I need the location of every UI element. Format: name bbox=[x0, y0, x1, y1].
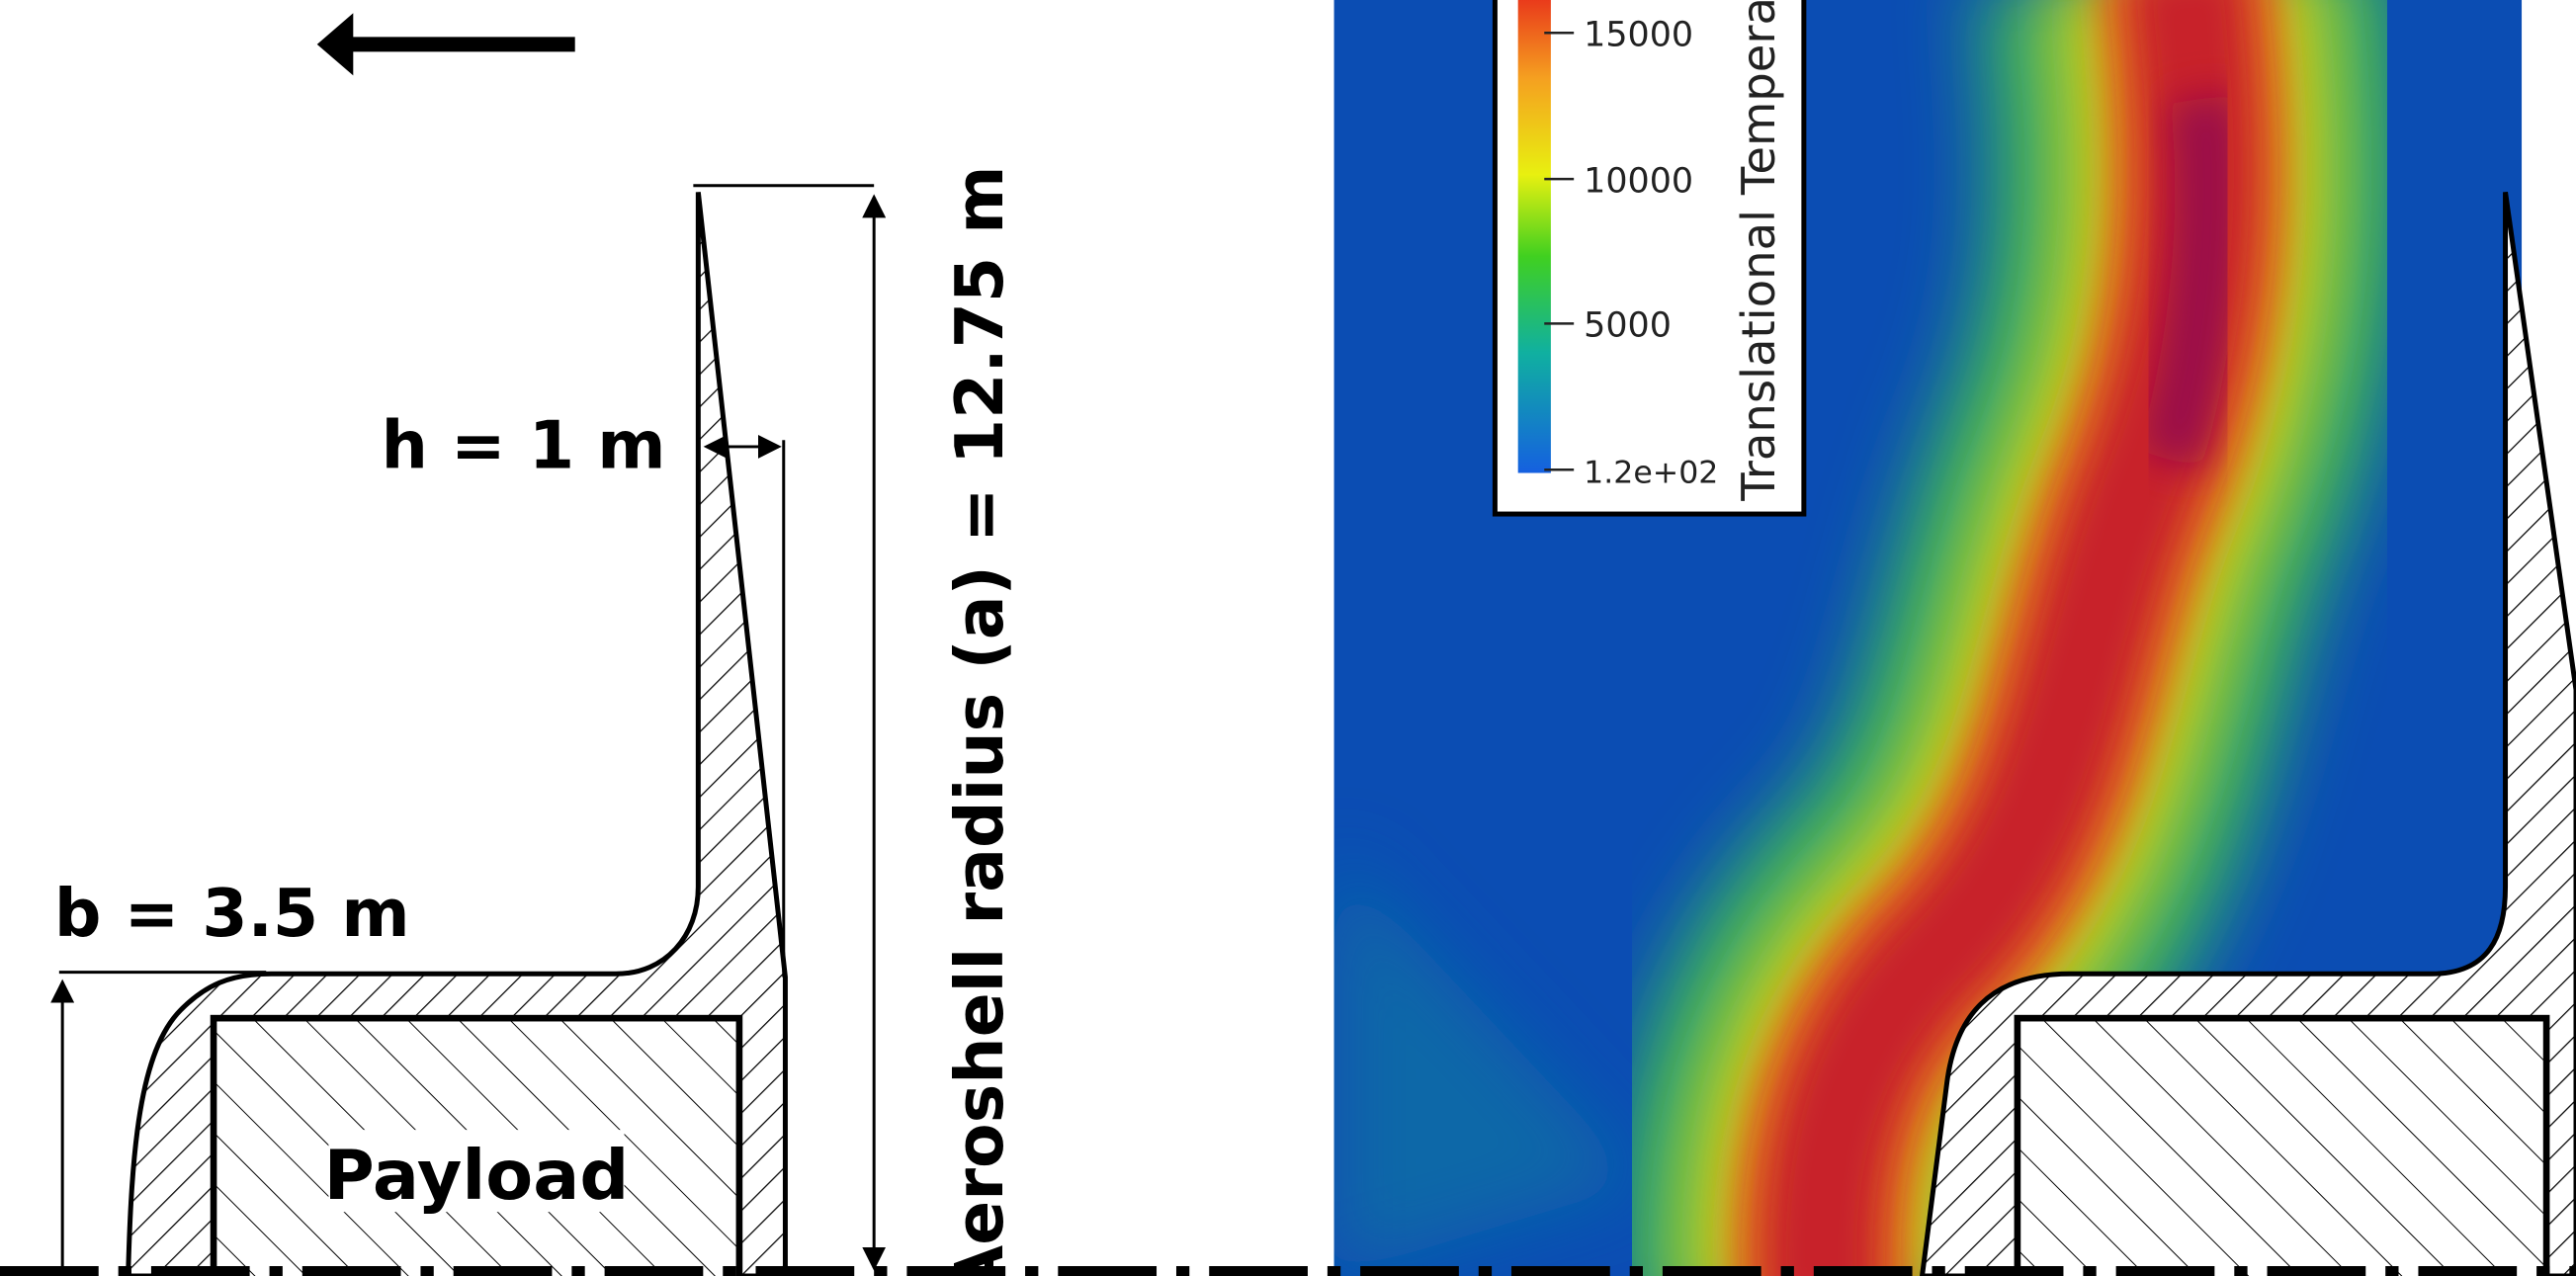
flow-arrow bbox=[317, 13, 575, 75]
figure: Payload h = 1 m b = 3.5 m Aeroshell radi… bbox=[0, 0, 2576, 1276]
colorbar-tick: 5000 bbox=[1584, 306, 1672, 346]
radius-label: Aeroshell radius (a) = 12.75 m bbox=[941, 166, 1018, 1276]
h-label: h = 1 m bbox=[382, 407, 666, 484]
payload-label: Payload bbox=[324, 1136, 630, 1216]
colorbar-tick: 1.2e+02 bbox=[1584, 455, 1718, 490]
page: {"dimensions": {"h": "h = 1 m", "b": "b … bbox=[0, 0, 2576, 1276]
colorbar-tick: 10000 bbox=[1584, 161, 1693, 201]
colorbar: 15000 10000 5000 1.2e+02 Translational T… bbox=[1495, 0, 1803, 514]
payload-hatch-right bbox=[2018, 1018, 2546, 1276]
colorbar-tick: 15000 bbox=[1584, 16, 1693, 55]
colorbar-title: Translational Temperat bbox=[1732, 0, 1785, 502]
b-label: b = 3.5 m bbox=[54, 875, 410, 952]
